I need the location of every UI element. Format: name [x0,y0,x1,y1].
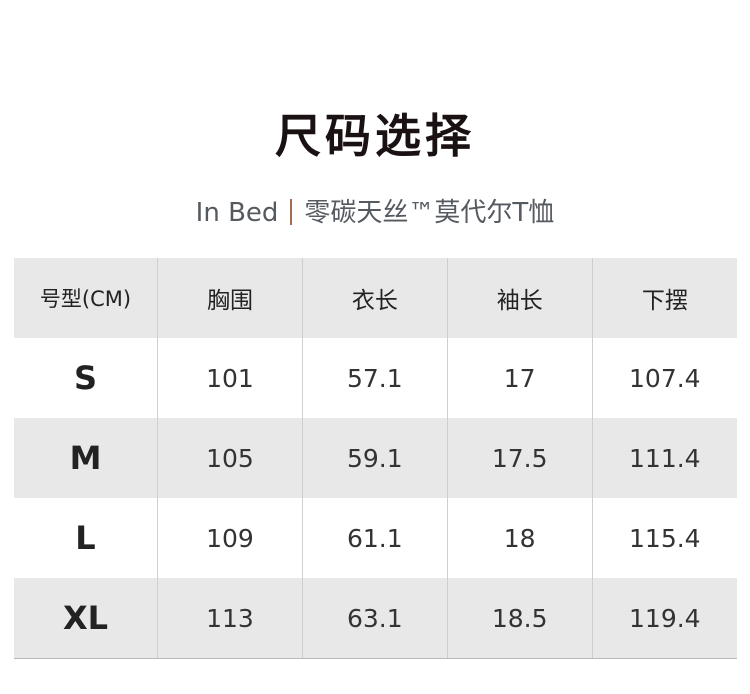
table-cell: 111.4 [591,418,737,498]
table-cell: 17 [446,338,593,418]
table-row: XL 113 63.1 18.5 119.4 [14,578,737,659]
header-cell: 衣长 [301,258,448,338]
table-cell: 119.4 [591,578,737,659]
table-cell: 18.5 [446,578,593,659]
table-cell: 63.1 [301,578,448,659]
subtitle: In Bed 零碳天丝™莫代尔T恤 [0,192,750,229]
table-cell: 59.1 [301,418,448,498]
table-cell: 101 [157,338,303,418]
size-cell: M [14,418,158,498]
table-cell: 107.4 [591,338,737,418]
table-cell: 17.5 [446,418,593,498]
table-row: M 105 59.1 17.5 111.4 [14,418,737,498]
table-cell: 57.1 [301,338,448,418]
table-cell: 61.1 [301,498,448,578]
size-table: 号型(CM) 胸围 衣长 袖长 下摆 S 101 57.1 17 107.4 M… [14,258,737,659]
table-cell: 18 [446,498,593,578]
page-title: 尺码选择 [275,109,475,163]
header-cell: 号型(CM) [14,258,158,338]
header-cell: 下摆 [591,258,737,338]
table-cell: 115.4 [591,498,737,578]
table-cell: 113 [157,578,303,659]
product-name: 零碳天丝™莫代尔T恤 [304,198,555,228]
table-cell: 105 [157,418,303,498]
size-cell: S [73,359,98,397]
table-row: S 101 57.1 17 107.4 [14,338,737,418]
size-cell: L [75,519,96,557]
header-cell: 袖长 [446,258,593,338]
header-cell: 胸围 [157,258,303,338]
table-header: 号型(CM) 胸围 衣长 袖长 下摆 [14,258,737,338]
brand-name: In Bed [195,198,279,228]
table-row: L 109 61.1 18 115.4 [14,498,737,578]
table-cell: 109 [157,498,303,578]
size-cell: XL [14,578,158,659]
divider [290,199,293,225]
